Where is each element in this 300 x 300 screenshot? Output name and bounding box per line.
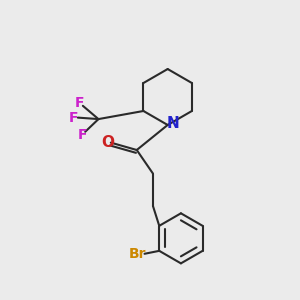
Text: F: F [75, 96, 84, 110]
Text: F: F [69, 111, 78, 124]
Text: Br: Br [128, 247, 146, 261]
Text: N: N [167, 116, 179, 131]
Text: F: F [77, 128, 87, 142]
Text: O: O [101, 135, 114, 150]
